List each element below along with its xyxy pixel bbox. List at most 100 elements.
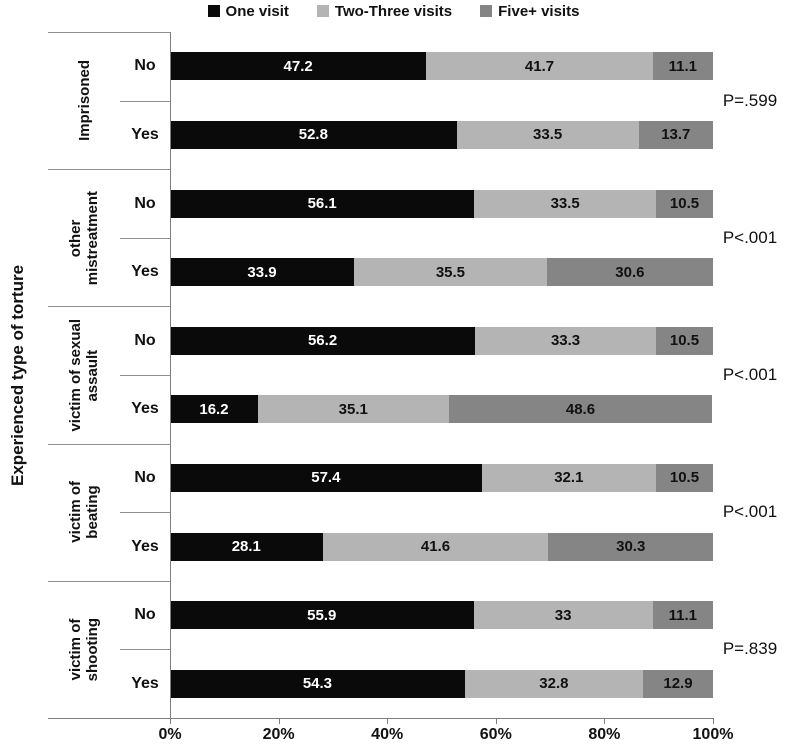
- bars-column: 57.4 32.1 10.5 28.1 41.6 30.3: [170, 444, 713, 581]
- bar-segment-two-three-visits: 33.5: [474, 189, 657, 218]
- x-axis-tick-label: 100%: [692, 726, 734, 743]
- x-axis-tick-label: 80%: [588, 726, 621, 743]
- x-axis: 0% 20% 40% 60% 80% 100%: [48, 718, 787, 750]
- p-value: P<.001: [722, 227, 778, 247]
- row-label: No: [134, 468, 156, 486]
- bar-row: 56.2 33.3 10.5: [170, 306, 713, 375]
- row-label: Yes: [131, 537, 159, 555]
- row-separator-line: [120, 375, 170, 376]
- bar-value-label: 33.3: [550, 332, 581, 350]
- group-separator-line: [48, 580, 170, 582]
- bar-value-label: 52.8: [298, 126, 328, 144]
- x-axis-tick: [713, 718, 714, 724]
- row-label: Yes: [131, 125, 159, 143]
- bar-segment-five-plus-visits: 13.7: [638, 120, 713, 149]
- stacked-bar: 55.9 33 11.1: [170, 601, 713, 630]
- bars-column: 56.1 33.5 10.5 33.9 35.5 30.6: [170, 169, 713, 306]
- p-value: P<.001: [722, 502, 778, 522]
- group-separator-line: [48, 443, 170, 445]
- stacked-bar: 47.2 41.7 11.1: [170, 52, 713, 81]
- bar-row: 28.1 41.6 30.3: [170, 512, 713, 581]
- bar-value-label: 56.2: [307, 332, 338, 350]
- bar-row: 16.2 35.1 48.6: [170, 375, 713, 444]
- bar-value-label: 33.9: [247, 263, 277, 281]
- bar-segment-two-three-visits: 33: [473, 601, 653, 630]
- bar-segment-one-visit: 54.3: [170, 669, 465, 698]
- stacked-bar: 52.8 33.5 13.7: [170, 120, 713, 149]
- y-axis-title: Experienced type of torture: [8, 264, 27, 486]
- bar-value-label: 12.9: [663, 675, 693, 693]
- bar-segment-five-plus-visits: 10.5: [655, 326, 713, 355]
- legend-label-one-visit: One visit: [225, 2, 289, 20]
- bar-value-label: 10.5: [669, 332, 700, 350]
- bar-segment-five-plus-visits: 10.5: [655, 463, 713, 492]
- bar-value-label: 48.6: [565, 400, 596, 418]
- stacked-bar: 54.3 32.8 12.9: [170, 669, 713, 698]
- bar-segment-two-three-visits: 41.6: [322, 532, 549, 561]
- legend-swatch-two-three-visits-icon: [316, 5, 329, 17]
- x-axis-tick: [495, 718, 497, 724]
- row-label-column: No Yes: [120, 581, 170, 718]
- bar-value-label: 30.3: [616, 538, 646, 555]
- legend-item-one-visit: One visit: [207, 2, 289, 20]
- stacked-bar: 57.4 32.1 10.5: [170, 463, 713, 492]
- bar-value-label: 54.3: [302, 675, 333, 693]
- bar-value-label: 28.1: [231, 538, 261, 555]
- bar-segment-five-plus-visits: 48.6: [448, 395, 713, 424]
- torture-type-group: other mistreatment No Yes 56.1 33.5 10.5 33.9 35…: [48, 169, 787, 306]
- bar-segment-five-plus-visits: 10.5: [656, 189, 713, 218]
- bar-value-label: 41.7: [524, 57, 555, 75]
- x-axis-tick-label: 40%: [371, 726, 404, 743]
- bar-value-label: 47.2: [283, 57, 313, 75]
- category-label-cell: Imprisoned: [48, 32, 120, 169]
- row-label-column: No Yes: [120, 306, 170, 443]
- bar-value-label: 30.6: [615, 263, 645, 281]
- stacked-bar: 56.1 33.5 10.5: [170, 189, 713, 218]
- bar-segment-one-visit: 57.4: [170, 463, 482, 492]
- bar-value-label: 41.6: [420, 538, 451, 555]
- row-label: Yes: [131, 674, 159, 692]
- x-axis-tick: [170, 718, 171, 724]
- bar-segment-one-visit: 56.1: [170, 189, 475, 218]
- torture-type-group: victim of sexual assault No Yes 56.2 33.3 10.5…: [48, 306, 787, 443]
- row-label: No: [134, 194, 156, 212]
- bar-value-label: 55.9: [307, 606, 337, 624]
- row-label: No: [134, 331, 156, 349]
- group-separator-line: [48, 169, 170, 171]
- legend-item-two-three-visits: Two-Three visits: [316, 2, 453, 20]
- bar-value-label: 35.5: [435, 263, 466, 281]
- x-axis-line: [48, 718, 713, 719]
- bar-segment-five-plus-visits: 30.6: [546, 258, 713, 287]
- bar-segment-one-visit: 16.2: [170, 395, 258, 424]
- bar-segment-five-plus-visits: 11.1: [652, 601, 713, 630]
- bar-segment-one-visit: 47.2: [170, 52, 427, 81]
- row-separator-line: [120, 512, 170, 514]
- bars-column: 56.2 33.3 10.5 16.2 35.1 48.6: [170, 306, 713, 443]
- bar-segment-two-three-visits: 33.5: [456, 120, 639, 149]
- chart-legend: One visit Two-Three visits Five+ visits: [0, 0, 787, 22]
- category-label-cell: victim of shooting: [48, 581, 120, 718]
- row-separator-line: [120, 100, 170, 102]
- bar-value-label: 57.4: [311, 469, 341, 487]
- bar-segment-two-three-visits: 33.3: [475, 326, 656, 355]
- x-axis-tick: [278, 718, 280, 724]
- bar-segment-two-three-visits: 32.1: [481, 463, 656, 492]
- bar-row: 54.3 32.8 12.9: [170, 649, 713, 718]
- legend-label-two-three-visits: Two-Three visits: [334, 2, 453, 20]
- bar-value-label: 32.1: [554, 469, 584, 487]
- legend-swatch-five-plus-visits-icon: [480, 5, 493, 17]
- bar-segment-five-plus-visits: 12.9: [642, 669, 713, 698]
- bar-value-label: 56.1: [307, 195, 337, 212]
- legend-label-five-plus-visits: Five+ visits: [498, 2, 580, 20]
- category-label-cell: victim of sexual assault: [48, 306, 120, 443]
- bar-value-label: 33.5: [533, 126, 563, 144]
- group-separator-line: [48, 32, 170, 33]
- category-label: victim of beating: [67, 481, 101, 544]
- x-axis-tick: [387, 718, 389, 724]
- x-axis-tick-label: 20%: [262, 726, 295, 743]
- x-axis-tick-label: 0%: [158, 726, 182, 743]
- row-separator-line: [120, 649, 170, 651]
- bar-row: 33.9 35.5 30.6: [170, 238, 713, 307]
- row-separator-line: [120, 237, 170, 239]
- row-label: Yes: [131, 400, 159, 418]
